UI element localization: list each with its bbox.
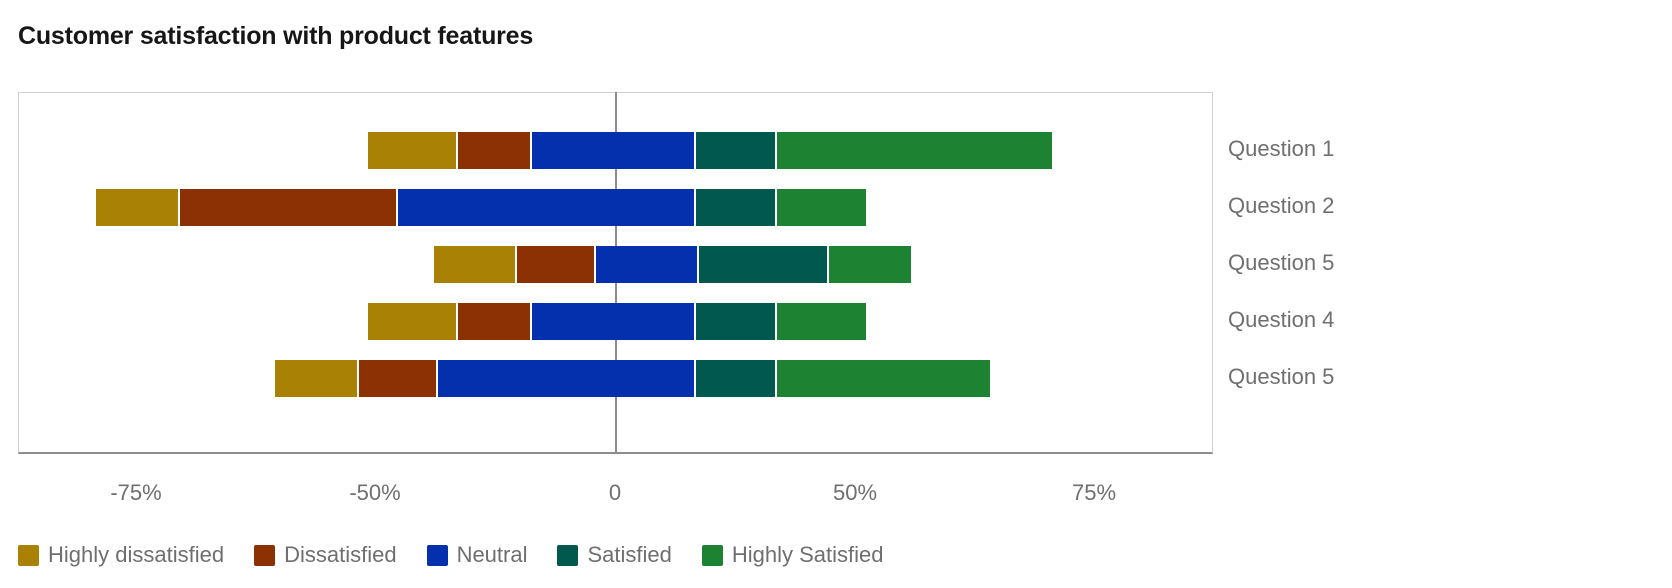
bar-segment-highly_satisfied[interactable]	[829, 246, 911, 283]
bar-segment-highly_dissatisfied[interactable]	[96, 189, 178, 226]
bar-segment-dissatisfied[interactable]	[458, 303, 530, 340]
x-tick-label: 0	[608, 480, 622, 505]
bar-segment-dissatisfied[interactable]	[180, 189, 396, 226]
bar-segment-highly_dissatisfied[interactable]	[434, 246, 515, 283]
category-label: Question 4	[1228, 307, 1335, 332]
category-label: Question 5	[1228, 250, 1335, 275]
legend-item-satisfied[interactable]: Satisfied	[557, 542, 672, 567]
bar-segment-satisfied[interactable]	[696, 303, 775, 340]
legend-label: Satisfied	[587, 542, 672, 567]
bar-segment-satisfied[interactable]	[696, 189, 775, 226]
bar-segment-highly_satisfied[interactable]	[777, 132, 1052, 169]
bar-row	[0, 360, 1672, 397]
legend-swatch-icon	[254, 544, 276, 566]
legend-swatch-icon	[701, 544, 723, 566]
bar-segment-satisfied[interactable]	[696, 132, 775, 169]
bar-segment-highly_dissatisfied[interactable]	[368, 303, 456, 340]
bar-segment-highly_satisfied[interactable]	[777, 189, 866, 226]
legend-item-highly_dissatisfied[interactable]: Highly dissatisfied	[18, 544, 224, 566]
legend-label: Highly Satisfied	[731, 542, 884, 567]
bar-segment-neutral[interactable]	[398, 189, 694, 226]
legend-label: Dissatisfied	[284, 542, 397, 567]
legend-item-dissatisfied[interactable]: Dissatisfied	[254, 542, 397, 567]
bar-segment-satisfied[interactable]	[699, 246, 827, 283]
x-tick-label: 75%	[1071, 480, 1117, 505]
bar-segment-neutral[interactable]	[532, 132, 694, 169]
bar-segment-neutral[interactable]	[596, 246, 697, 283]
legend-item-neutral[interactable]: Neutral	[426, 542, 528, 567]
bar-segment-highly_dissatisfied[interactable]	[275, 360, 357, 397]
x-tick-label: -75%	[110, 480, 162, 505]
bar-segment-highly_dissatisfied[interactable]	[368, 132, 456, 169]
bar-segment-highly_satisfied[interactable]	[777, 303, 866, 340]
bar-segment-neutral[interactable]	[438, 360, 694, 397]
chart-legend: Highly dissatisfied Dissatisfied Neutral Sa…	[18, 544, 884, 566]
bar-segment-dissatisfied[interactable]	[517, 246, 594, 283]
legend-swatch-icon	[426, 544, 448, 566]
category-label: Question 5	[1228, 364, 1335, 389]
chart-title: Customer satisfaction with product featu…	[18, 22, 534, 50]
category-label: Question 2	[1228, 193, 1335, 218]
category-label: Question 1	[1228, 136, 1335, 161]
legend-swatch-icon	[18, 544, 39, 566]
bar-row	[0, 303, 1672, 340]
bar-row	[0, 132, 1672, 169]
legend-swatch-icon	[557, 544, 579, 566]
bar-segment-neutral[interactable]	[532, 303, 694, 340]
bar-row	[0, 246, 1672, 283]
x-tick-label: -50%	[349, 480, 401, 505]
legend-label: Highly dissatisfied	[48, 542, 225, 567]
bar-row	[0, 189, 1672, 226]
x-tick-label: 50%	[832, 480, 878, 505]
legend-item-highly_satisfied[interactable]: Highly Satisfied	[701, 542, 884, 567]
bar-segment-satisfied[interactable]	[696, 360, 775, 397]
legend-label: Neutral	[456, 542, 528, 567]
bar-segment-dissatisfied[interactable]	[458, 132, 530, 169]
bar-segment-highly_satisfied[interactable]	[777, 360, 990, 397]
bar-segment-dissatisfied[interactable]	[359, 360, 436, 397]
